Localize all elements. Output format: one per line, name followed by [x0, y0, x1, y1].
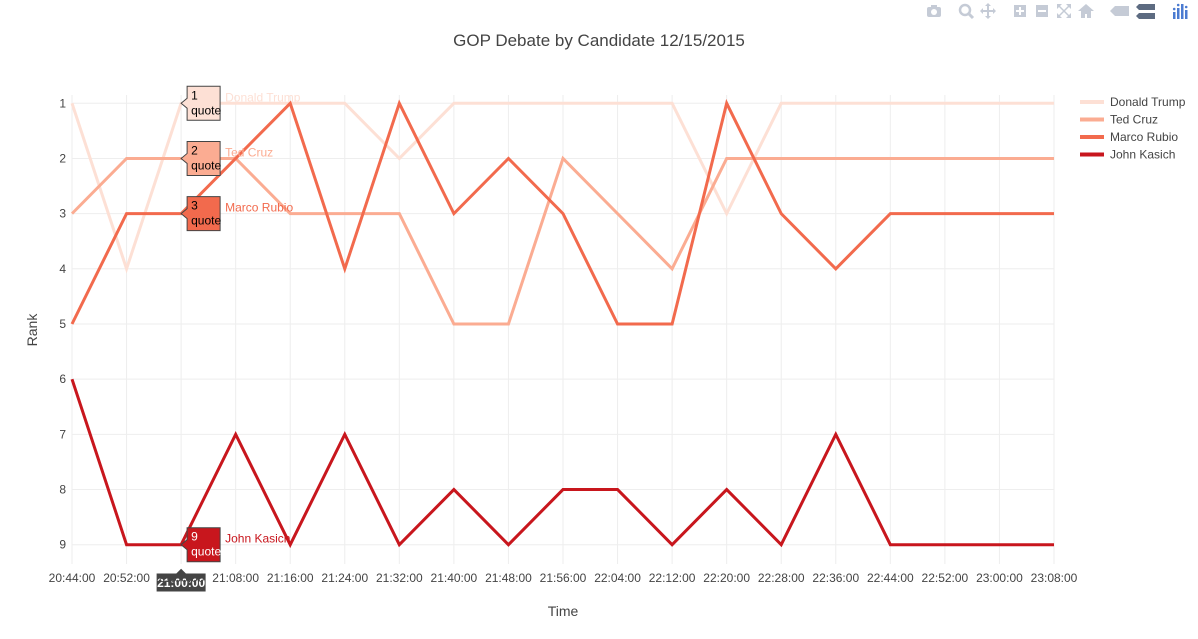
x-axis-title: Time	[548, 603, 579, 619]
x-tick-label: 21:48:00	[485, 571, 532, 585]
x-tick-label: 21:40:00	[431, 571, 478, 585]
zoom-in-icon[interactable]	[1010, 2, 1030, 20]
legend[interactable]: Donald Trump Ted Cruz Marco Rubio John Kasi…	[1080, 95, 1186, 162]
autoscale-icon[interactable]	[1054, 2, 1074, 20]
x-tick-label: 22:04:00	[594, 571, 641, 585]
zoom-icon[interactable]	[956, 2, 976, 20]
y-tick-label: 6	[59, 372, 66, 386]
x-tick-label: 21:08:00	[212, 571, 259, 585]
x-tick-label: 21:00:00	[158, 571, 205, 585]
hover-series-name: Ted Cruz	[225, 145, 273, 159]
y-tick-label: 7	[59, 427, 66, 441]
x-tick-label: 22:20:00	[703, 571, 750, 585]
legend-label: Marco Rubio	[1110, 130, 1178, 144]
x-tick-label: 23:08:00	[1031, 571, 1078, 585]
hover-compare-icon[interactable]	[1134, 2, 1158, 20]
y-tick-label: 3	[59, 207, 66, 221]
hover-x-text: 21:00:00	[157, 576, 205, 590]
hover-series-name: Marco Rubio	[225, 201, 293, 215]
hover-rank: 9	[191, 530, 198, 544]
hover-rank: 2	[191, 143, 198, 157]
series-line[interactable]	[70, 378, 1054, 549]
legend-item[interactable]: Donald Trump	[1080, 95, 1186, 109]
x-tick-label: 22:36:00	[812, 571, 859, 585]
x-tick-label: 20:44:00	[49, 571, 96, 585]
legend-item[interactable]: Marco Rubio	[1080, 130, 1178, 144]
y-tick-label: 1	[59, 96, 66, 110]
hover-rank: 3	[191, 199, 198, 213]
x-tick-label: 22:44:00	[867, 571, 914, 585]
legend-label: John Kasich	[1110, 148, 1175, 162]
legend-item[interactable]: Ted Cruz	[1080, 113, 1158, 127]
hover-x-label: 21:00:00	[155, 567, 207, 593]
hover-suffix: quote	[191, 545, 221, 559]
traces[interactable]	[70, 98, 1054, 549]
y-tick-label: 5	[59, 317, 66, 331]
y-tick-labels: 1 2 3 4 5 6 7 8 9	[59, 96, 66, 551]
hover-rank: 1	[191, 88, 198, 102]
modebar	[924, 2, 1190, 20]
hover-series-name: Donald Trump	[225, 90, 301, 104]
y-tick-label: 8	[59, 483, 66, 497]
y-tick-label: 2	[59, 151, 66, 165]
hover-suffix: quote	[191, 158, 221, 172]
x-tick-label: 23:00:00	[976, 571, 1023, 585]
hover-series-name: John Kasich	[225, 532, 290, 546]
series-line[interactable]	[70, 98, 1054, 326]
axes: GOP Debate by Candidate 12/15/2015 Time …	[24, 31, 1078, 619]
home-icon[interactable]	[1076, 2, 1096, 20]
x-tick-label: 22:12:00	[649, 571, 696, 585]
x-tick-label: 20:52:00	[103, 571, 150, 585]
x-tick-label: 22:52:00	[922, 571, 969, 585]
x-tick-labels: 20:44:00 20:52:00 21:00:00 21:08:00 21:16:00…	[49, 571, 1078, 585]
x-tick-label: 21:16:00	[267, 571, 314, 585]
legend-label: Ted Cruz	[1110, 113, 1158, 127]
series-line[interactable]	[70, 101, 1054, 274]
plotly-logo-icon[interactable]	[1170, 2, 1190, 20]
zoom-out-icon[interactable]	[1032, 2, 1052, 20]
x-tick-label: 21:56:00	[540, 571, 587, 585]
legend-item[interactable]: John Kasich	[1080, 148, 1175, 162]
chart-title: GOP Debate by Candidate 12/15/2015	[453, 31, 745, 50]
pan-icon[interactable]	[978, 2, 998, 20]
y-axis-title: Rank	[24, 313, 40, 347]
hover-suffix: quote	[191, 214, 221, 228]
legend-label: Donald Trump	[1110, 95, 1186, 109]
x-tick-label: 21:24:00	[321, 571, 368, 585]
x-tick-label: 22:28:00	[758, 571, 805, 585]
x-tick-label: 21:32:00	[376, 571, 423, 585]
y-tick-label: 9	[59, 538, 66, 552]
y-tick-label: 4	[59, 262, 66, 276]
camera-icon[interactable]	[924, 2, 944, 20]
hover-suffix: quote	[191, 103, 221, 117]
hover-closest-icon[interactable]	[1108, 2, 1132, 20]
